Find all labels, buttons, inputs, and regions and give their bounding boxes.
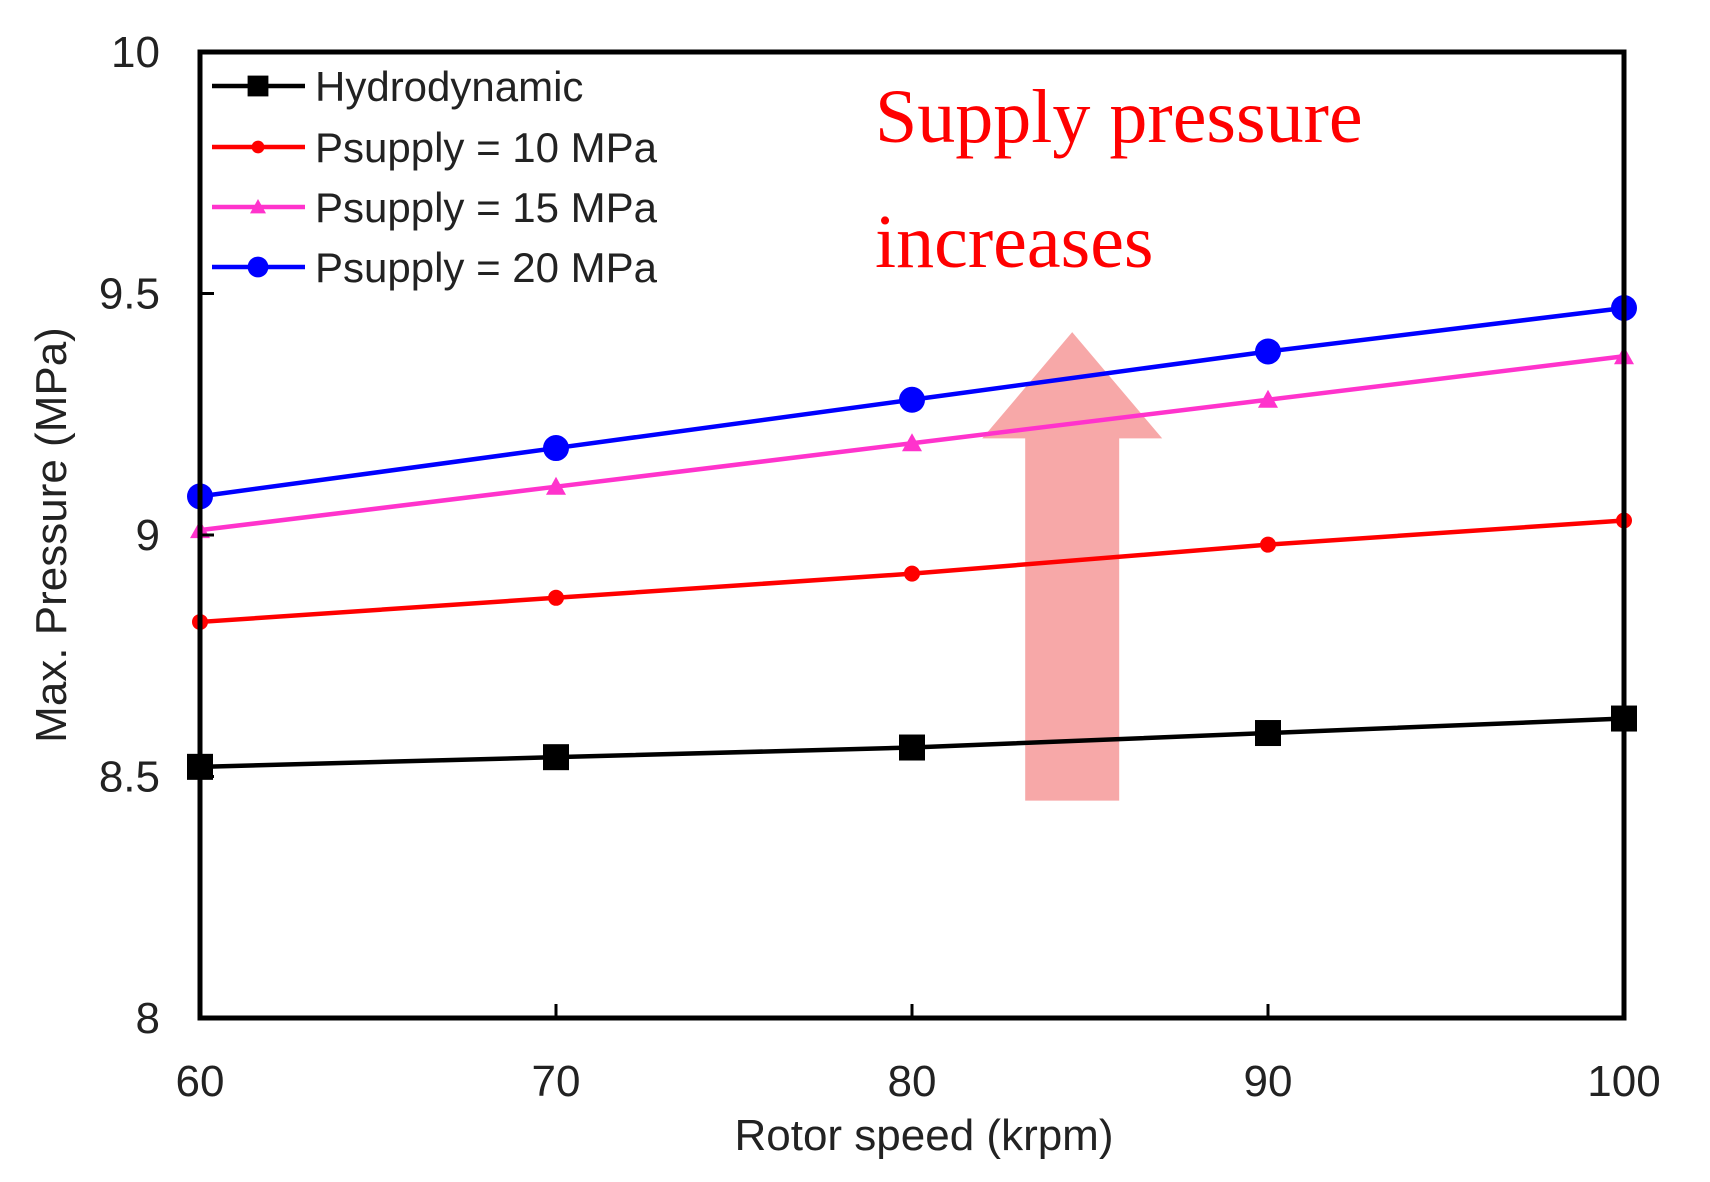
x-axis-title: Rotor speed (krpm) <box>734 1111 1113 1160</box>
x-tick-label: 100 <box>1587 1057 1660 1106</box>
x-tick-label: 60 <box>176 1057 225 1106</box>
series-1 <box>187 705 1637 780</box>
legend-label: Psupply = 10 MPa <box>315 124 658 171</box>
data-point <box>546 476 566 495</box>
series-4 <box>187 294 1637 510</box>
series-2 <box>192 512 1632 630</box>
y-tick-label: 10 <box>111 28 160 77</box>
data-point <box>1255 338 1281 365</box>
legend-item: Psupply = 20 MPa <box>212 244 658 291</box>
y-axis: 8 8.5 9 9.5 10 <box>99 28 214 1043</box>
data-point <box>899 386 925 413</box>
data-point <box>543 744 569 771</box>
data-point <box>543 435 569 462</box>
data-point <box>251 140 265 154</box>
x-tick-label: 90 <box>1244 1057 1293 1106</box>
legend-label: Psupply = 20 MPa <box>315 244 658 291</box>
data-point <box>1255 720 1281 747</box>
data-point <box>548 589 564 606</box>
legend-item: Psupply = 10 MPa <box>212 124 658 171</box>
data-point <box>1258 389 1278 408</box>
x-axis: 60 70 80 90 100 <box>176 1004 1661 1106</box>
legend-item: Hydrodynamic <box>212 63 583 110</box>
y-tick-label: 8.5 <box>99 753 160 802</box>
legend: Hydrodynamic Psupply = 10 MPa Psupply = 15… <box>212 63 658 291</box>
data-point <box>902 433 922 452</box>
data-point <box>247 256 269 278</box>
legend-item: Psupply = 15 MPa <box>212 184 658 231</box>
legend-label: Hydrodynamic <box>315 63 583 110</box>
series-layer <box>187 294 1637 780</box>
y-tick-label: 9.5 <box>99 270 160 319</box>
x-tick-label: 70 <box>532 1057 581 1106</box>
annotation-text-line-1: Supply pressure <box>875 75 1363 159</box>
series-3 <box>190 346 1634 539</box>
y-axis-title: Max. Pressure (MPa) <box>27 327 76 743</box>
data-point <box>1260 536 1276 553</box>
supply-pressure-arrow <box>982 332 1163 801</box>
y-tick-label: 9 <box>136 511 160 560</box>
data-point <box>250 199 266 214</box>
annotation-text-line-2: increases <box>875 200 1154 284</box>
x-tick-label: 80 <box>888 1057 937 1106</box>
y-tick-label: 8 <box>136 994 160 1043</box>
data-point <box>899 734 925 761</box>
data-point <box>904 565 920 582</box>
data-point <box>247 75 269 97</box>
legend-label: Psupply = 15 MPa <box>315 184 658 231</box>
